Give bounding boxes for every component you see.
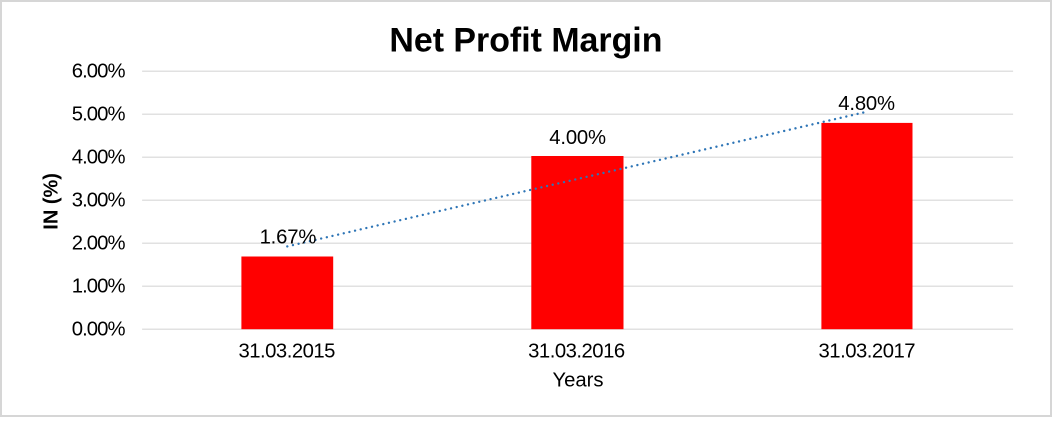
svg-text:IN (%): IN (%) — [41, 173, 63, 230]
svg-text:31.03.2016: 31.03.2016 — [528, 341, 625, 363]
svg-text:6.00%: 6.00% — [72, 61, 126, 83]
svg-text:4.00%: 4.00% — [549, 127, 606, 149]
svg-text:31.03.2015: 31.03.2015 — [238, 341, 335, 363]
svg-text:1.00%: 1.00% — [72, 276, 126, 298]
svg-text:5.00%: 5.00% — [72, 104, 126, 126]
svg-text:3.00%: 3.00% — [72, 190, 126, 212]
svg-text:4.00%: 4.00% — [72, 147, 126, 169]
svg-text:1.67%: 1.67% — [260, 227, 317, 249]
svg-text:Years: Years — [552, 370, 603, 392]
svg-text:0.00%: 0.00% — [72, 319, 126, 341]
svg-text:31.03.2017: 31.03.2017 — [819, 341, 916, 363]
svg-text:2.00%: 2.00% — [72, 233, 126, 255]
svg-text:Net Profit Margin: Net Profit Margin — [389, 22, 662, 60]
svg-text:4.80%: 4.80% — [838, 93, 895, 115]
